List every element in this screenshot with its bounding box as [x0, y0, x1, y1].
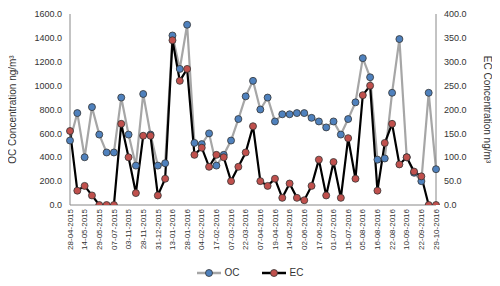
svg-text:250.0: 250.0: [444, 81, 467, 91]
svg-text:1200.0: 1200.0: [34, 57, 62, 67]
svg-text:02-06-2016: 02-06-2016: [300, 208, 309, 249]
svg-text:22-03-2016: 22-03-2016: [241, 208, 250, 249]
svg-text:05-08-2016: 05-08-2016: [358, 208, 367, 249]
svg-text:1600.0: 1600.0: [34, 9, 62, 19]
svg-text:22-09-2016: 22-09-2016: [417, 208, 426, 249]
svg-text:200.0: 200.0: [39, 176, 62, 186]
svg-text:400.0: 400.0: [39, 152, 62, 162]
svg-text:07-04-2016: 07-04-2016: [256, 208, 265, 249]
svg-text:22-08-2016: 22-08-2016: [388, 208, 397, 249]
svg-text:200.0: 200.0: [444, 105, 467, 115]
svg-text:14-05-2015: 14-05-2015: [80, 208, 89, 249]
svg-text:31-12-2015: 31-12-2015: [154, 208, 163, 249]
html-text:EC: EC: [289, 267, 304, 278]
svg-text:350.0: 350.0: [444, 33, 467, 43]
svg-text:01-07-2016: 01-07-2016: [329, 208, 338, 249]
svg-text:800.0: 800.0: [39, 105, 62, 115]
svg-text:16-08-2016: 16-08-2016: [373, 208, 382, 249]
svg-text:17-06-2016: 17-06-2016: [315, 208, 324, 249]
svg-text:04-02-2016: 04-02-2016: [197, 208, 206, 249]
svg-text:1000.0: 1000.0: [34, 81, 62, 91]
svg-text:0.0: 0.0: [444, 200, 457, 210]
svg-text:50.0: 50.0: [444, 176, 462, 186]
svg-text:10-09-2016: 10-09-2016: [402, 208, 411, 249]
svg-text:600.0: 600.0: [39, 129, 62, 139]
svg-text:1400.0: 1400.0: [34, 33, 62, 43]
svg-text:19-04-2016: 19-04-2016: [271, 208, 280, 249]
svg-text:OC Concentration ng/m³: OC Concentration ng/m³: [8, 55, 18, 164]
svg-text:0.0: 0.0: [49, 200, 62, 210]
svg-text:400.0: 400.0: [444, 9, 467, 19]
svg-text:14-05-2016: 14-05-2016: [285, 208, 294, 249]
svg-text:EC Concentration ng/m³: EC Concentration ng/m³: [482, 56, 492, 164]
svg-text:28-04-2015: 28-04-2015: [66, 208, 75, 249]
html-text:OC: OC: [224, 267, 240, 278]
svg-text:29-05-2015: 29-05-2015: [95, 208, 104, 249]
svg-text:300.0: 300.0: [444, 57, 467, 67]
svg-text:29-10-2016: 29-10-2016: [432, 208, 441, 249]
svg-text:03-11-2015: 03-11-2015: [124, 208, 133, 249]
svg-text:100.0: 100.0: [444, 152, 467, 162]
svg-text:150.0: 150.0: [444, 129, 467, 139]
svg-text:17-02-2016: 17-02-2016: [212, 208, 221, 249]
svg-text:28-11-2015: 28-11-2015: [139, 208, 148, 249]
svg-text:07-03-2016: 07-03-2016: [227, 208, 236, 249]
svg-text:13-01-2016: 13-01-2016: [168, 208, 177, 249]
svg-text:28-01-2016: 28-01-2016: [183, 208, 192, 249]
svg-text:07-07-2015: 07-07-2015: [110, 208, 119, 249]
svg-text:15-07-2016: 15-07-2016: [344, 208, 353, 249]
